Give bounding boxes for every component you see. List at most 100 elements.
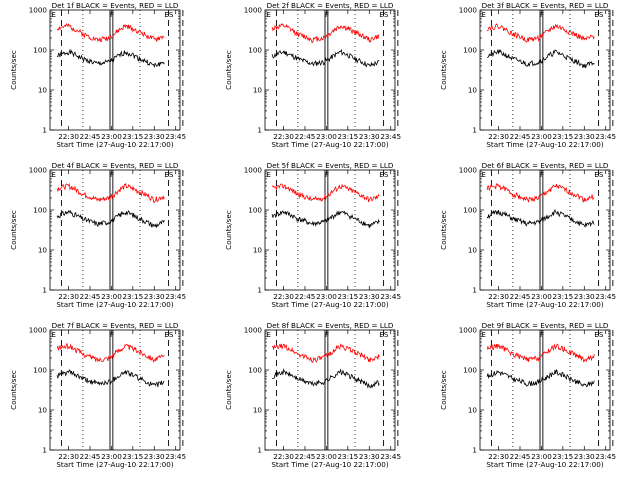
y-tick-label: 10 [253, 406, 263, 415]
panel-title: Det 1f BLACK = Events, RED = LLD [52, 1, 179, 10]
y-tick-label: 100 [248, 366, 262, 375]
x-tick-label: 23:00 [316, 132, 337, 141]
y-tick-label: 1 [42, 286, 47, 295]
x-axis-label: Start Time (27-Aug-10 22:17:00) [271, 460, 388, 469]
series-black-line [56, 48, 165, 69]
y-tick-label: 10 [468, 86, 478, 95]
marker-label-f: F [540, 170, 544, 179]
y-axis-label: Counts/sec [224, 210, 233, 250]
y-tick-label: 1000 [244, 6, 263, 15]
x-tick-label: 22:30 [273, 292, 294, 301]
x-tick-label: 23:15 [122, 132, 143, 141]
y-tick-label: 1 [42, 446, 47, 455]
x-tick-label: 23:00 [531, 452, 552, 461]
x-tick-label: 23:15 [122, 292, 143, 301]
x-tick-label: 23:00 [101, 132, 122, 141]
panel-frame [264, 329, 396, 451]
x-tick-label: 22:30 [488, 132, 509, 141]
y-tick-label: 1 [472, 446, 477, 455]
marker-label-f: F [325, 330, 329, 339]
x-tick-label: 22:45 [295, 132, 316, 141]
y-tick-label: 100 [33, 206, 47, 215]
y-tick-label: 1000 [459, 326, 478, 335]
marker-label-f: F [540, 10, 544, 19]
y-tick-label: 1 [472, 126, 477, 135]
x-tick-label: 22:30 [273, 452, 294, 461]
x-tick-label: 23:45 [595, 452, 616, 461]
x-tick-label: 23:45 [595, 292, 616, 301]
x-tick-label: 23:00 [101, 452, 122, 461]
panel-title: Det 4f BLACK = Events, RED = LLD [52, 161, 179, 170]
x-tick-label: 23:30 [574, 132, 595, 141]
x-tick-label: 23:15 [337, 452, 358, 461]
marker-label-es: ES [164, 10, 174, 19]
y-tick-label: 1000 [459, 6, 478, 15]
y-tick-label: 100 [463, 206, 477, 215]
series-red-line [56, 343, 165, 363]
x-tick-label: 23:30 [144, 132, 165, 141]
series-black-line [272, 368, 380, 389]
y-axis-label: Counts/sec [439, 50, 448, 90]
marker-label-e: E [266, 10, 271, 19]
x-tick-label: 23:45 [380, 452, 401, 461]
x-tick-label: 23:15 [552, 452, 573, 461]
x-tick-label: 22:45 [295, 452, 316, 461]
series-red-line [271, 23, 380, 44]
y-tick-label: 1 [257, 446, 262, 455]
marker-label-f: F [110, 10, 114, 19]
x-tick-label: 23:45 [595, 132, 616, 141]
marker-label-e: E [266, 170, 271, 179]
y-tick-label: 10 [38, 406, 48, 415]
marker-label-e: E [51, 170, 56, 179]
y-tick-label: 1000 [459, 166, 478, 175]
x-tick-label: 23:30 [359, 132, 380, 141]
x-tick-label: 22:30 [58, 452, 79, 461]
x-tick-label: 22:30 [488, 292, 509, 301]
x-tick-label: 23:45 [165, 452, 186, 461]
x-tick-label: 22:45 [80, 452, 101, 461]
marker-label-e: E [266, 330, 271, 339]
y-tick-label: 10 [468, 246, 478, 255]
y-tick-label: 1000 [29, 166, 48, 175]
y-tick-label: 1000 [29, 6, 48, 15]
y-axis-label: Counts/sec [439, 370, 448, 410]
x-tick-label: 23:15 [552, 292, 573, 301]
x-tick-label: 23:00 [531, 132, 552, 141]
y-axis-label: Counts/sec [9, 50, 18, 90]
x-tick-label: 23:45 [380, 292, 401, 301]
series-red-line [56, 22, 165, 43]
series-red-line [486, 343, 595, 363]
y-tick-label: 1000 [244, 326, 263, 335]
x-tick-label: 23:30 [359, 452, 380, 461]
x-tick-label: 23:00 [316, 292, 337, 301]
y-tick-label: 1 [257, 286, 262, 295]
panel-title: Det 7f BLACK = Events, RED = LLD [52, 321, 179, 330]
marker-label-f: F [325, 10, 329, 19]
y-axis-label: Counts/sec [224, 370, 233, 410]
y-axis-label: Counts/sec [224, 50, 233, 90]
y-tick-label: 10 [38, 86, 48, 95]
x-axis-label: Start Time (27-Aug-10 22:17:00) [56, 460, 173, 469]
x-tick-label: 23:30 [359, 292, 380, 301]
x-tick-label: 23:15 [122, 452, 143, 461]
x-tick-label: 22:30 [58, 292, 79, 301]
marker-label-e: E [481, 330, 486, 339]
series-red-line [487, 23, 595, 43]
x-tick-label: 23:30 [574, 452, 595, 461]
y-tick-label: 1 [42, 126, 47, 135]
x-tick-label: 22:45 [510, 132, 531, 141]
y-tick-label: 10 [253, 86, 263, 95]
x-tick-label: 22:45 [510, 292, 531, 301]
marker-label-e: E [481, 170, 486, 179]
x-tick-label: 23:00 [531, 292, 552, 301]
panel-frame [479, 9, 611, 131]
y-tick-label: 1 [257, 126, 262, 135]
x-axis-label: Start Time (27-Aug-10 22:17:00) [56, 300, 173, 309]
x-tick-label: 23:45 [165, 132, 186, 141]
marker-label-f: F [540, 330, 544, 339]
marker-label-es: ES [594, 330, 604, 339]
x-tick-label: 23:30 [144, 292, 165, 301]
y-tick-label: 10 [253, 246, 263, 255]
x-tick-label: 23:30 [574, 292, 595, 301]
